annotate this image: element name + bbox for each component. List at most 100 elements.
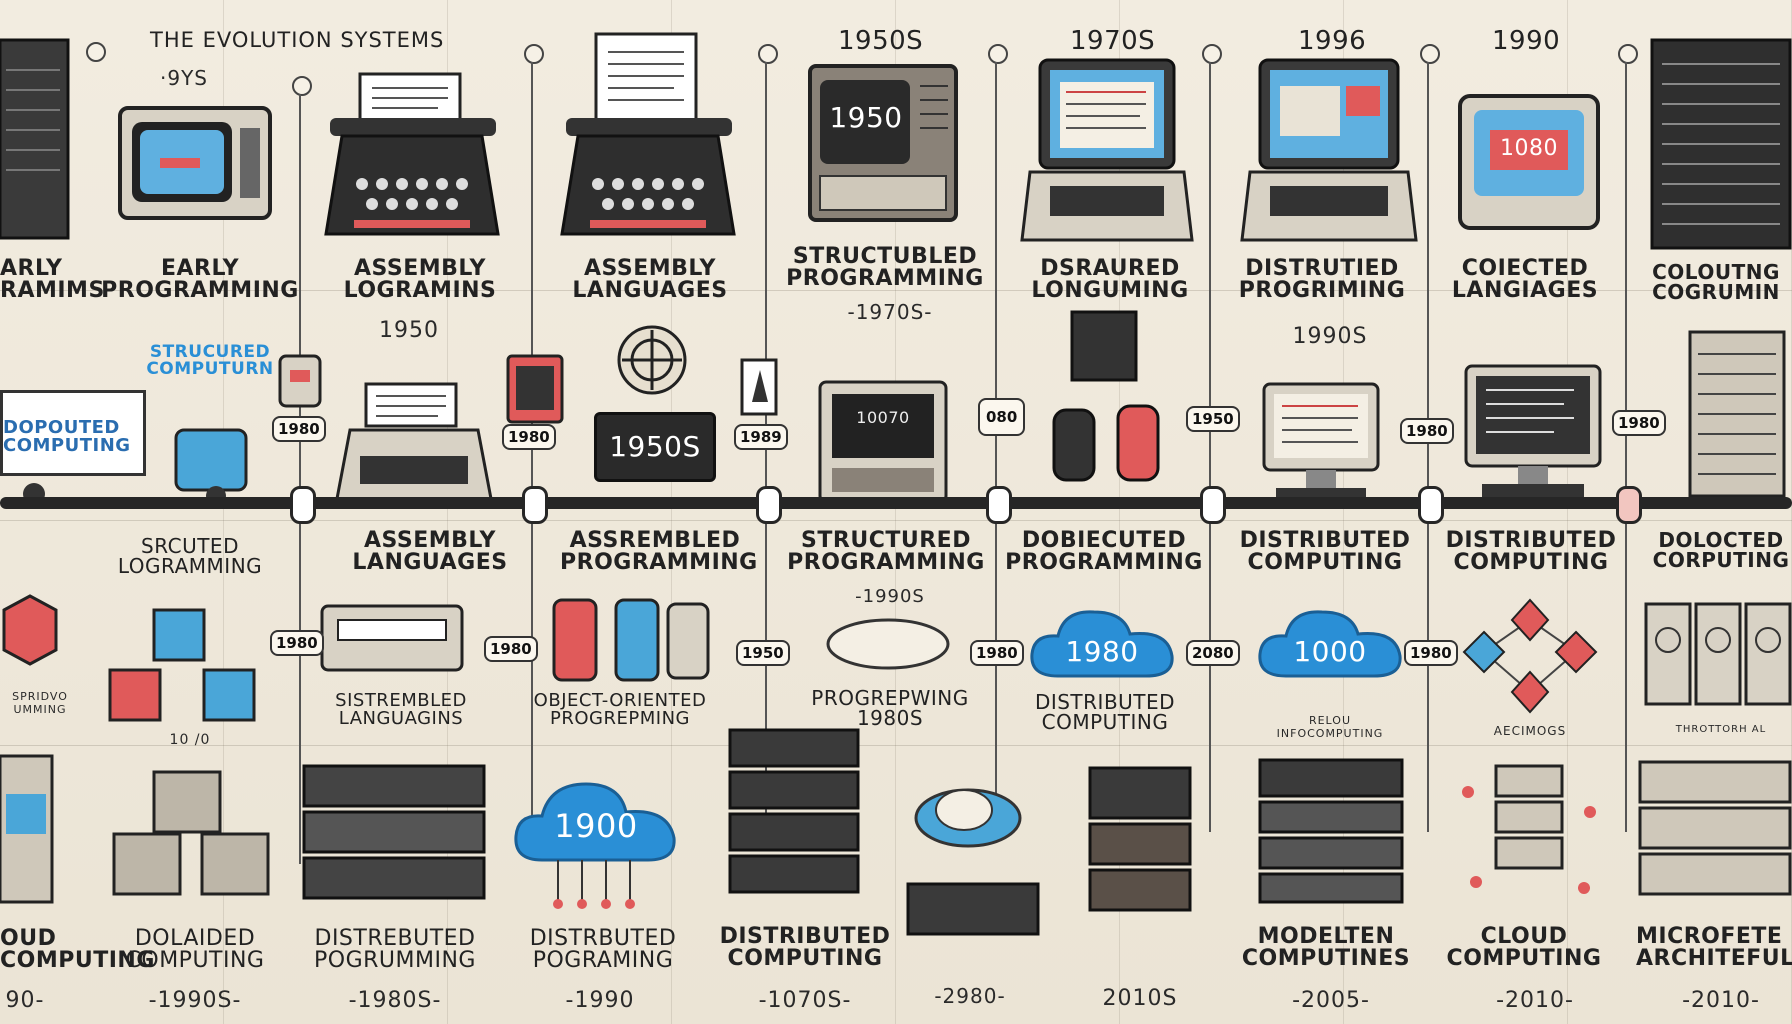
era-label: SRCUTED LOGRAMMING — [117, 534, 263, 578]
pin-icon — [758, 44, 778, 64]
pin-icon — [1618, 44, 1638, 64]
mainframe-terminal: 1950 — [808, 64, 958, 222]
timeline-node — [1418, 486, 1444, 524]
year-badge: 1980 — [1400, 418, 1454, 444]
year-label: 1970S — [1070, 26, 1156, 56]
small-caption: RELOU INFOCOMPUTING — [1276, 714, 1384, 740]
year-label: -2980- — [934, 984, 1006, 1008]
blue-caption: STRUCURED COMPUTURN — [146, 342, 274, 379]
terminal-icon — [818, 380, 948, 504]
network-node-icon — [1462, 598, 1598, 714]
crt-television-icon — [118, 106, 272, 220]
year-label: 1990 — [1492, 26, 1561, 56]
era-label: ASSEMBLY LANGUAGES — [352, 528, 508, 575]
era-label: SISTREMBLED LANGUAGINS — [335, 690, 467, 729]
era-label: DISTRIBUTED COMPUTING — [1034, 690, 1176, 734]
timeline-node — [1200, 486, 1226, 524]
era-label: COIECTED LANGIAGES — [1451, 256, 1599, 303]
cloud-label: 1980 — [1065, 635, 1139, 668]
gear-icon — [617, 325, 687, 395]
era-label: ASSREMBLED PROGRAMMING — [560, 528, 758, 575]
timeline-stem — [995, 62, 997, 832]
monitor-icon — [1458, 94, 1600, 230]
year-label: -2005- — [1292, 988, 1370, 1013]
server-rack-icon — [1650, 38, 1792, 250]
year-label: 1950S — [838, 26, 924, 56]
terminal-computer: 10070 — [818, 380, 948, 504]
desktop-monitor-icon — [1262, 382, 1380, 502]
pin-icon — [1420, 44, 1440, 64]
server-stack-icon — [1258, 758, 1404, 904]
server-tower-icon — [0, 38, 70, 240]
typewriter-icon — [334, 382, 494, 506]
era-label: DOBIECUTED PROGRAMMING — [1005, 528, 1203, 575]
server-stack-icon — [302, 764, 486, 900]
small-caption: AECIMOGS — [1493, 724, 1567, 738]
era-label: MODELTEN COMPUTINES — [1241, 924, 1411, 971]
pin-icon — [292, 76, 312, 96]
pin-icon — [524, 44, 544, 64]
pin-icon — [1202, 44, 1222, 64]
timeline-stem — [1625, 62, 1627, 832]
year-badge: 1980 — [970, 640, 1024, 666]
typewriter-icon — [560, 32, 736, 236]
cloud-label: 1900 — [554, 807, 638, 845]
tower-icon — [740, 358, 778, 416]
era-label: ASSEMBLY LOGRAMINS — [343, 256, 497, 303]
small-caption: SPRIDVO UMMING — [12, 690, 68, 716]
crt-monitor: 1080 — [1458, 94, 1600, 230]
timeline-stem — [1427, 62, 1429, 832]
year-badge: 1980 — [1612, 410, 1666, 436]
year-label: -2010- — [1682, 988, 1760, 1013]
era-label: OBJECT-ORIENTED PROGREPMING — [533, 690, 707, 729]
timeline-node — [522, 486, 548, 524]
year-label: -1980S- — [348, 988, 442, 1013]
cloud-badge: 1000 — [1256, 604, 1404, 684]
year-label: 2010S — [1102, 986, 1178, 1011]
server-stack-icon — [728, 728, 860, 894]
era-label: ASSEMBLY LANGUAGES — [572, 256, 728, 303]
year-badge: 1950 — [736, 640, 790, 666]
era-label: STRUCTURED PROGRAMMING — [787, 528, 985, 575]
monitor-label: 1950 — [829, 101, 903, 134]
era-label: EARLY PROGRAMMING — [101, 256, 299, 303]
year-sublabel: 10 /0 — [169, 732, 211, 748]
timeline-stem — [299, 94, 301, 864]
timeline-node — [1616, 486, 1642, 524]
year-badge: 1980 — [1404, 640, 1458, 666]
year-badge: 1980 — [484, 636, 538, 662]
page-title: THE EVOLUTION SYSTEMS — [150, 28, 445, 52]
cloud-label: 1000 — [1293, 635, 1367, 668]
blocks-icon — [108, 608, 256, 722]
year-panel: 1950S — [594, 412, 716, 482]
row-divider — [0, 745, 1792, 746]
drive-bays-icon — [1644, 602, 1792, 706]
code-screen-icon — [506, 354, 564, 424]
era-label: DISTRUTIED PROGRIMING — [1238, 256, 1406, 303]
small-caption: THROTTORH AL — [1675, 724, 1767, 735]
jar-icon — [1052, 408, 1096, 482]
era-label: ARLY RAMIMS — [0, 256, 105, 303]
timeline-node — [986, 486, 1012, 524]
pin-icon — [86, 42, 106, 62]
blue-caption: DOPOUTED COMPUTING — [3, 417, 131, 456]
year-sublabel: 1950 — [379, 318, 439, 343]
server-stack-icon — [1088, 766, 1192, 912]
lamp-icon — [278, 354, 322, 408]
cloud-badge: 1980 — [1028, 604, 1176, 684]
typewriter-icon — [324, 72, 500, 236]
era-label: DISTRIBUTED COMPUTING — [1445, 528, 1617, 575]
terminal-screen-text: 10070 — [856, 408, 910, 427]
server-stack-icon — [1638, 760, 1792, 896]
router-icon — [906, 882, 1040, 936]
year-label: -1990S- — [148, 988, 242, 1013]
node-cluster-icon — [1462, 764, 1596, 894]
year-panel-label: 1950S — [609, 430, 701, 463]
printer-icon — [320, 604, 464, 672]
era-label: PROGREPWING 1980S — [811, 686, 969, 730]
cloud-icon — [1030, 610, 1174, 678]
era-label: DISTREBUTED POGRUMMING — [314, 926, 476, 973]
year-badge: 1989 — [734, 424, 788, 450]
year-label: -1070S- — [758, 988, 852, 1013]
